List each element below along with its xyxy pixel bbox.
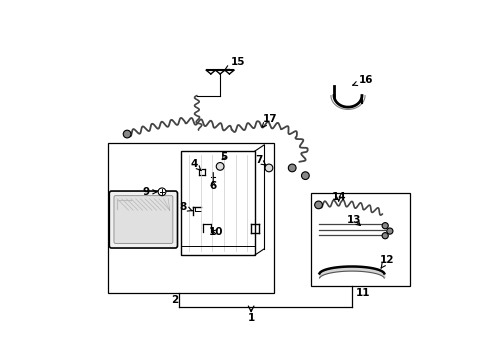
FancyBboxPatch shape [114, 195, 173, 243]
Text: 6: 6 [210, 181, 217, 191]
Text: 9: 9 [143, 187, 157, 197]
Text: 4: 4 [191, 159, 201, 171]
Text: 16: 16 [353, 75, 373, 86]
Text: 14: 14 [331, 192, 346, 202]
Text: 13: 13 [347, 215, 362, 225]
Text: 1: 1 [247, 313, 255, 323]
Circle shape [382, 222, 388, 229]
Text: 7: 7 [255, 155, 266, 165]
Circle shape [382, 233, 388, 239]
FancyBboxPatch shape [109, 191, 177, 248]
Bar [181, 151, 255, 255]
Text: 3: 3 [152, 228, 172, 239]
Text: 10: 10 [209, 227, 223, 237]
Text: 12: 12 [379, 255, 394, 268]
Text: 5: 5 [220, 152, 228, 162]
Text: 2: 2 [172, 294, 179, 305]
Circle shape [265, 164, 273, 172]
Bar [311, 193, 410, 286]
Circle shape [158, 188, 166, 195]
Text: 15: 15 [225, 58, 245, 69]
Circle shape [216, 163, 224, 170]
Text: 11: 11 [356, 288, 370, 298]
Text: 8: 8 [179, 202, 192, 212]
Bar [108, 143, 274, 293]
Text: 17: 17 [262, 114, 278, 127]
Circle shape [301, 172, 309, 180]
Circle shape [387, 228, 393, 234]
Circle shape [123, 130, 131, 138]
Circle shape [315, 201, 322, 209]
Circle shape [288, 164, 296, 172]
